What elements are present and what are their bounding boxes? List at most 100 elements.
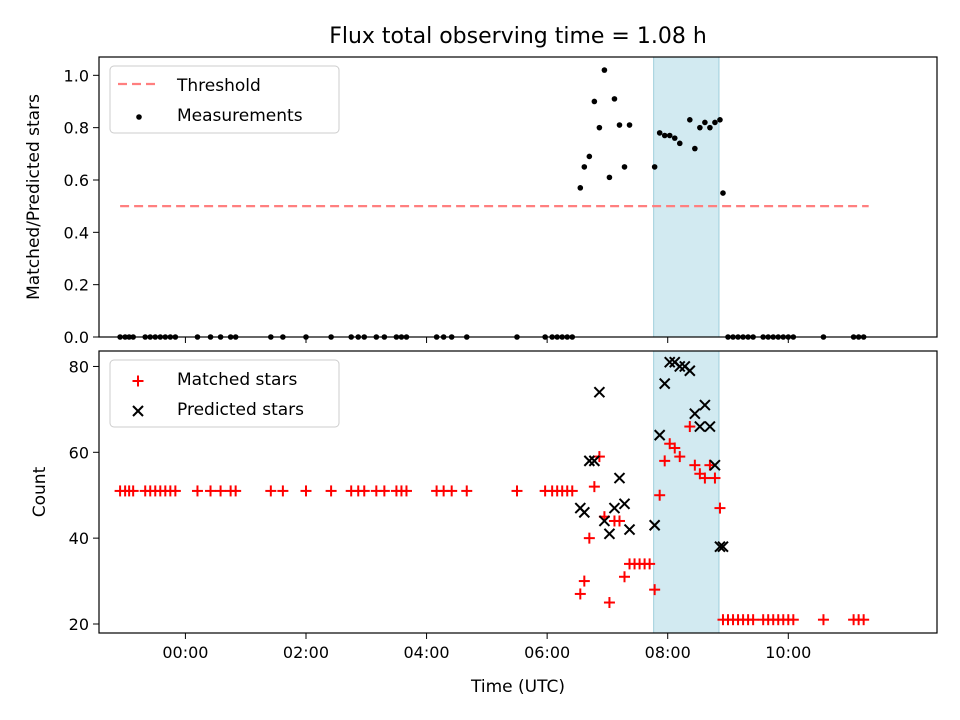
matched-star-marker xyxy=(603,597,615,609)
matched-star-marker xyxy=(461,485,473,497)
matched-star-marker xyxy=(674,451,686,463)
predicted-star-marker xyxy=(603,528,616,540)
predicted-star-marker xyxy=(658,377,671,390)
legend-label: Matched stars xyxy=(177,370,297,390)
y-tick-label: 1.0 xyxy=(64,66,89,85)
count-panel: 20 40 60 80 00:00 02:00 04:00 06:00 08:00 10:00 C… xyxy=(30,350,938,697)
matched-star-marker xyxy=(127,485,139,497)
x-tick-label: 00:00 xyxy=(162,643,208,662)
predicted-star-marker xyxy=(689,407,701,420)
legend-predicted-swatch xyxy=(132,405,144,417)
measurement-point xyxy=(692,145,698,152)
measurement-point xyxy=(671,135,678,141)
matched-star-marker xyxy=(566,485,578,497)
matched-star-marker xyxy=(191,485,203,497)
matched-star-marker xyxy=(699,472,711,484)
predicted-star-marker xyxy=(653,429,666,441)
measurement-point xyxy=(591,98,598,105)
measurement-point xyxy=(621,164,628,170)
predicted-star-marker xyxy=(704,420,716,433)
matched-star-marker xyxy=(654,489,666,501)
legend-matched-swatch xyxy=(132,375,144,387)
predicted-star-marker xyxy=(608,502,621,514)
matched-star-marker xyxy=(787,614,799,626)
matched-star-marker xyxy=(709,472,721,484)
matched-star-marker xyxy=(619,571,631,583)
legend-box xyxy=(109,65,340,134)
count-ticks: 20 40 60 80 00:00 02:00 04:00 06:00 08:00 10:00 xyxy=(69,357,812,662)
legend-measurement-swatch xyxy=(136,114,142,120)
ratio-panel: 0.0 0.2 0.4 0.6 0.8 1.0 Matched/Predicted sta… xyxy=(24,56,938,347)
y-tick-label: 0.2 xyxy=(64,276,89,295)
measurement-point xyxy=(712,119,718,126)
measurement-point xyxy=(717,117,723,123)
matched-star-marker xyxy=(669,442,681,454)
legend-box xyxy=(109,359,340,428)
matched-star-marker xyxy=(325,485,337,497)
measurement-point xyxy=(697,124,703,131)
ratio-marks xyxy=(117,67,869,340)
x-tick-label: 08:00 xyxy=(645,643,691,662)
matched-star-marker xyxy=(300,485,312,497)
measurement-point xyxy=(581,164,588,170)
y-tick-label: 0.0 xyxy=(64,328,89,347)
y-tick-label: 0.6 xyxy=(64,171,89,190)
matched-star-marker xyxy=(649,584,661,596)
predicted-star-marker xyxy=(588,455,601,467)
observing-window xyxy=(653,350,720,634)
matched-star-marker xyxy=(169,485,181,497)
x-tick-label: 10:00 xyxy=(765,643,811,662)
measurement-point xyxy=(577,185,584,191)
matched-star-marker xyxy=(689,459,701,471)
predicted-star-marker xyxy=(618,498,631,510)
measurement-point xyxy=(656,130,663,136)
ratio-axes-frame xyxy=(98,56,938,338)
matched-star-marker xyxy=(858,614,870,626)
matched-star-marker xyxy=(400,485,412,497)
measurement-point xyxy=(661,132,668,139)
x-tick-label: 06:00 xyxy=(524,643,570,662)
predicted-star-marker xyxy=(583,455,596,467)
measurement-point xyxy=(651,164,658,170)
legend-label: Threshold xyxy=(176,76,261,96)
matched-star-marker xyxy=(574,588,586,600)
predicted-star-marker xyxy=(694,420,706,433)
legend-label: Measurements xyxy=(177,106,303,126)
matched-star-marker xyxy=(578,575,590,587)
x-tick-label: 04:00 xyxy=(404,643,450,662)
count-marks xyxy=(114,356,870,626)
matched-star-marker xyxy=(446,485,458,497)
measurement-point xyxy=(611,96,618,102)
predicted-star-marker xyxy=(664,356,676,368)
predicted-star-marker xyxy=(684,365,696,377)
predicted-star-marker xyxy=(674,360,686,373)
matched-star-marker xyxy=(265,485,277,497)
observing-window xyxy=(653,56,720,338)
matched-star-marker xyxy=(644,558,656,570)
measurement-point xyxy=(676,140,683,147)
measurement-point xyxy=(720,190,726,196)
matched-star-marker xyxy=(747,614,759,626)
matched-star-marker xyxy=(714,502,726,514)
y-tick-label: 0.4 xyxy=(64,223,89,242)
predicted-star-marker xyxy=(717,541,729,553)
ratio-y-axis-label: Matched/Predicted stars xyxy=(24,94,44,300)
measurement-point xyxy=(687,117,693,123)
matched-star-marker xyxy=(277,485,289,497)
matched-star-marker xyxy=(205,485,217,497)
ratio-ticks: 0.0 0.2 0.4 0.6 0.8 1.0 xyxy=(64,66,789,347)
predicted-star-marker xyxy=(709,459,721,471)
matched-star-marker xyxy=(215,485,227,497)
y-tick-label: 80 xyxy=(69,357,89,376)
matched-star-marker xyxy=(378,485,390,497)
y-tick-label: 20 xyxy=(69,615,89,634)
matched-star-marker xyxy=(659,455,671,467)
matched-star-marker xyxy=(817,614,829,626)
matched-star-marker xyxy=(358,485,370,497)
ratio-legend: Threshold Measurements xyxy=(109,65,340,134)
y-tick-label: 40 xyxy=(69,529,89,548)
predicted-star-marker xyxy=(623,523,636,536)
measurement-point xyxy=(626,122,633,128)
count-legend: Matched stars Predicted stars xyxy=(109,359,340,428)
